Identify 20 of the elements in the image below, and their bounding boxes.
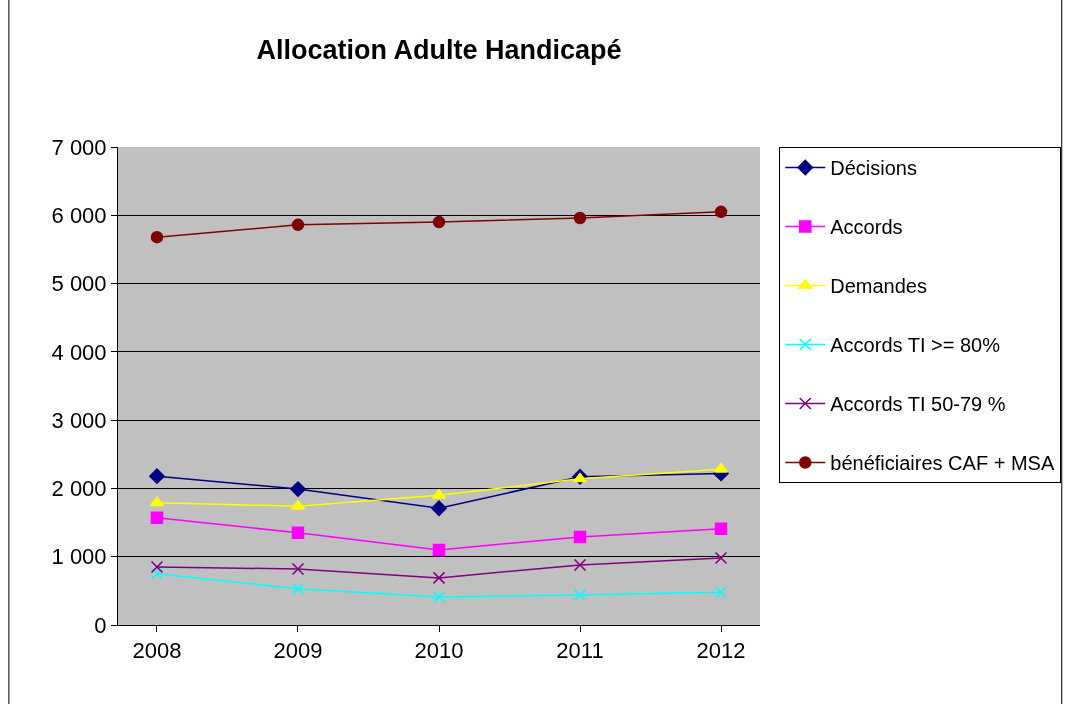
y-tick-label: 3 000 [51,407,107,433]
y-tick-label: 6 000 [51,202,107,228]
legend-label: bénéficiaires CAF + MSA [830,452,1055,475]
legend-label: Accords [830,216,903,239]
chart-title: Allocation Adulte Handicapé [256,34,622,65]
x-tick-label: 2008 [132,638,182,664]
y-tick-label: 4 000 [51,339,107,365]
y-tick-label: 0 [94,612,107,638]
y-tick-label: 2 000 [51,476,107,502]
x-tick-label: 2012 [696,638,746,664]
y-tick-label: 1 000 [51,544,107,570]
x-tick-label: 2009 [273,638,323,664]
x-tick-label: 2011 [556,638,604,664]
legend-label: Accords TI 50-79 % [830,393,1006,416]
legend-label: Accords TI >= 80% [830,334,1001,357]
legend-label: Décisions [830,157,917,180]
legend-label: Demandes [830,275,927,298]
y-tick-label: 7 000 [51,134,107,160]
y-tick-label: 5 000 [51,271,107,297]
x-tick-label: 2010 [414,638,464,664]
